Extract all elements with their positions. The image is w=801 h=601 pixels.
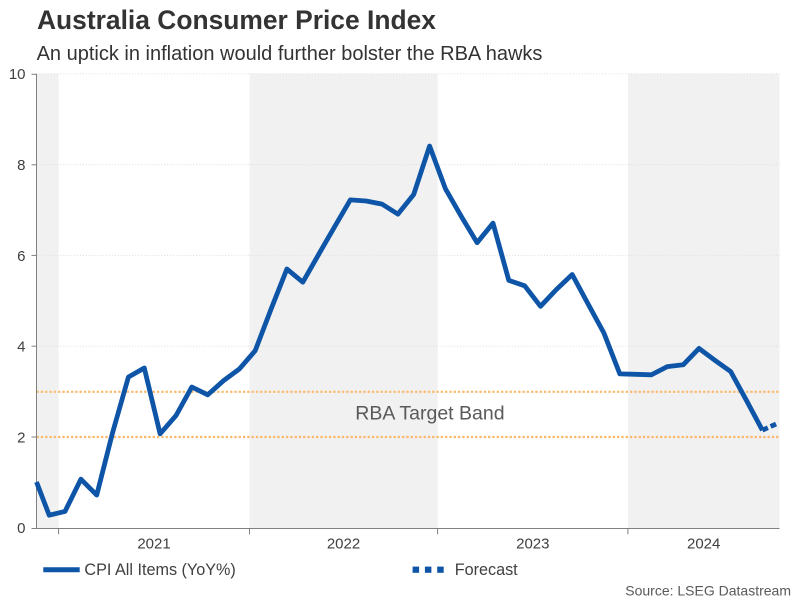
svg-text:6: 6: [17, 248, 25, 265]
svg-text:RBA Target Band: RBA Target Band: [355, 402, 504, 424]
svg-text:Forecast: Forecast: [455, 561, 518, 579]
svg-text:2024: 2024: [687, 536, 720, 553]
svg-text:2023: 2023: [516, 536, 549, 553]
svg-text:4: 4: [17, 339, 25, 356]
svg-text:An uptick in inflation would f: An uptick in inflation would further bol…: [37, 43, 543, 65]
svg-text:2: 2: [17, 429, 25, 446]
svg-text:Source: LSEG Datastream: Source: LSEG Datastream: [625, 583, 791, 599]
svg-text:2022: 2022: [327, 536, 360, 553]
svg-text:Australia Consumer Price Index: Australia Consumer Price Index: [37, 5, 436, 35]
svg-text:0: 0: [17, 520, 25, 537]
svg-text:8: 8: [17, 157, 25, 174]
svg-text:CPI All Items (YoY%): CPI All Items (YoY%): [84, 561, 235, 579]
svg-text:10: 10: [9, 66, 26, 83]
svg-text:2021: 2021: [137, 536, 170, 553]
